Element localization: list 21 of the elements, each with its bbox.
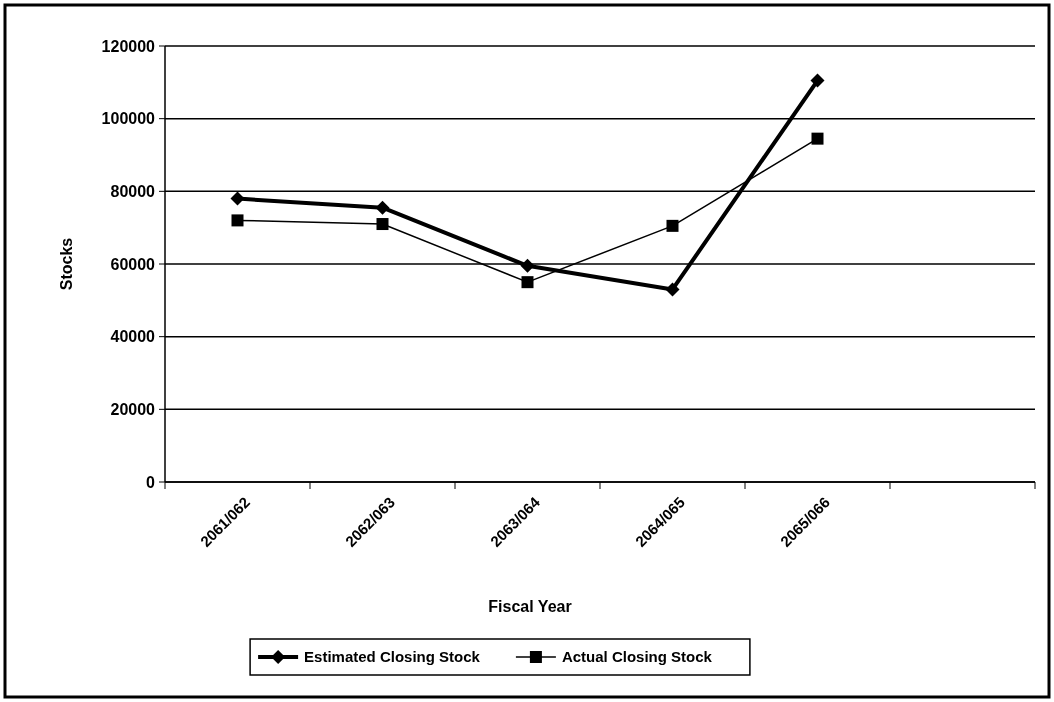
y-tick-label: 40000 <box>110 328 156 346</box>
y-tick-label: 120000 <box>101 37 156 55</box>
point <box>231 214 244 227</box>
y-tick-label: 0 <box>146 473 156 491</box>
y-tick-label: 60000 <box>110 255 156 273</box>
y-axis-title: Stocks <box>58 237 75 291</box>
legend-label: Estimated Closing Stock <box>304 648 481 666</box>
point <box>230 191 245 206</box>
point <box>375 200 390 215</box>
point <box>665 282 680 297</box>
point <box>376 218 389 231</box>
y-tick-label: 20000 <box>110 400 156 418</box>
y-tick-label: 100000 <box>101 110 156 128</box>
point <box>520 258 535 273</box>
point <box>666 219 679 232</box>
y-tick-label: 80000 <box>110 182 156 200</box>
point <box>811 132 824 145</box>
legend-label: Actual Closing Stock <box>561 648 713 666</box>
point <box>810 73 825 88</box>
x-axis-title: Fiscal Year <box>488 598 572 615</box>
point <box>521 276 534 289</box>
